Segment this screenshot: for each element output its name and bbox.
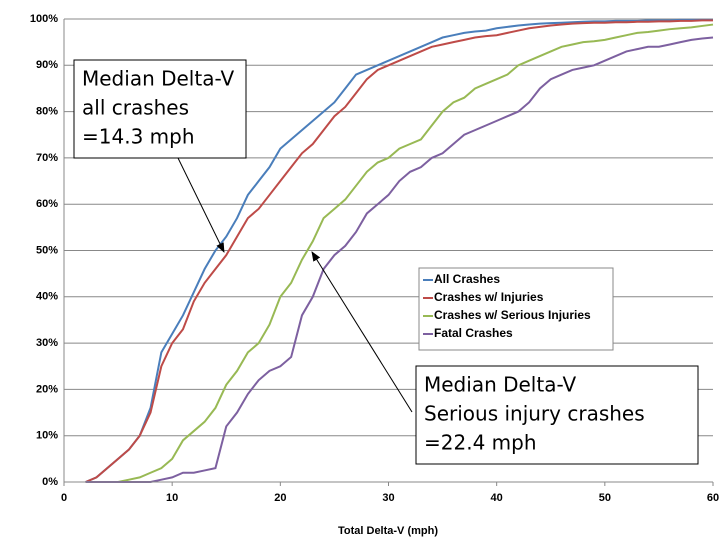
x-tick-label: 20 — [274, 492, 286, 504]
legend-box — [418, 267, 614, 351]
legend-label: Crashes w/ Serious Injuries — [434, 308, 591, 322]
arrow — [177, 157, 225, 253]
y-tick-label: 90% — [36, 59, 58, 71]
x-tick-label: 0 — [61, 492, 67, 504]
legend-label: Crashes w/ Injuries — [434, 290, 544, 304]
annotation-text: all crashes — [82, 96, 189, 120]
x-axis-label: Total Delta-V (mph) — [338, 525, 438, 537]
annotation: Median Delta-V all crashes =14.3 mph — [73, 59, 247, 253]
x-tick-label: 60 — [707, 492, 719, 504]
lines — [85, 18, 714, 483]
x-tick-label: 10 — [166, 492, 178, 504]
series-line — [85, 23, 714, 483]
x-tick-label: 30 — [382, 492, 394, 504]
annotation-text: =14.3 mph — [82, 125, 195, 149]
arrow — [311, 251, 413, 413]
y-tick-label: 80% — [36, 106, 58, 118]
grid — [64, 18, 713, 483]
y-tick-label: 30% — [36, 337, 58, 349]
x-tick-label: 40 — [491, 492, 503, 504]
annotation-text: Median Delta-V — [424, 373, 577, 397]
annotation-text: =22.4 mph — [424, 431, 537, 455]
annotation-box — [415, 365, 699, 465]
annotation-box — [73, 59, 247, 159]
legend-label: All Crashes — [434, 272, 500, 286]
annotation-text: Median Delta-V — [82, 67, 235, 91]
y-tick-label: 60% — [36, 198, 58, 210]
y-tick-label: 0% — [42, 476, 58, 488]
y-tick-label: 20% — [36, 383, 58, 395]
y-tick-label: 40% — [36, 291, 58, 303]
series-line — [85, 36, 714, 483]
annotation-text: Serious injury crashes — [424, 402, 645, 426]
legend: All Crashes Crashes w/ Injuries Crashes w/… — [418, 267, 614, 351]
x-tick-label: 50 — [599, 492, 611, 504]
series-line — [85, 19, 713, 483]
annotation: Median Delta-V Serious injury crashes =2… — [311, 251, 699, 465]
y-tick-label: 10% — [36, 430, 58, 442]
y-tick-label: 70% — [36, 152, 58, 164]
legend-label: Fatal Crashes — [434, 326, 513, 340]
y-tick-label: 100% — [30, 13, 58, 25]
y-tick-label: 50% — [36, 244, 58, 256]
series-line — [85, 18, 713, 483]
